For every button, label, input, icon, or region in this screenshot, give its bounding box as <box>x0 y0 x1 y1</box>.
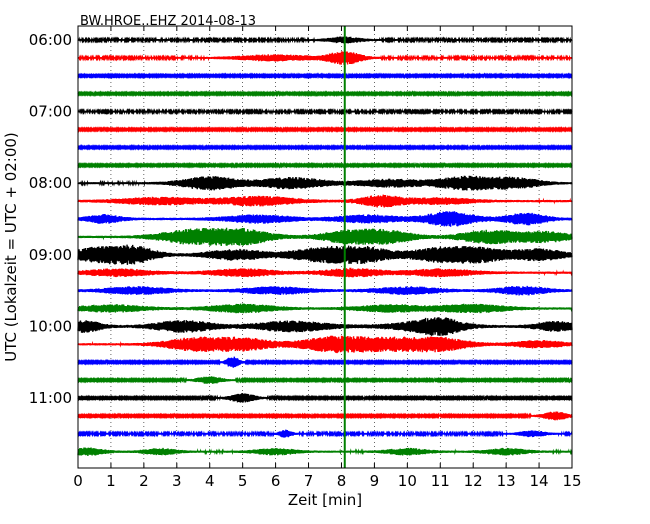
trace-row-09:00 <box>77 244 573 265</box>
trace-row-11:15 <box>77 411 573 421</box>
trace-row-06:15 <box>77 51 573 65</box>
trace-row-07:15 <box>77 126 573 134</box>
trace-row-10:15 <box>77 335 573 354</box>
trace-row-10:45 <box>77 376 573 384</box>
x-tick-label: 2 <box>139 472 149 490</box>
x-tick-label: 0 <box>73 472 83 490</box>
y-tick-label: 10:00 <box>29 317 72 335</box>
y-axis-label: UTC (Lokalzeit = UTC + 02:00) <box>2 132 20 362</box>
chart-title: BW.HROE..EHZ 2014-08-13 <box>80 14 256 29</box>
x-tick-label: 15 <box>562 472 581 490</box>
x-tick-label: 11 <box>431 472 450 490</box>
y-tick-label: 07:00 <box>29 103 72 121</box>
trace-row-10:00 <box>77 317 573 336</box>
trace-row-09:30 <box>77 285 573 296</box>
y-tick-label: 09:00 <box>29 246 72 264</box>
x-tick-label: 3 <box>172 472 182 490</box>
trace-row-07:45 <box>77 161 573 169</box>
y-tick-label: 08:00 <box>29 174 72 192</box>
x-tick-label: 10 <box>398 472 417 490</box>
x-tick-label: 13 <box>497 472 516 490</box>
x-tick-label: 7 <box>304 472 314 490</box>
x-tick-label: 8 <box>337 472 347 490</box>
x-tick-label: 12 <box>464 472 483 490</box>
x-tick-label: 6 <box>271 472 281 490</box>
x-tick-label: 1 <box>106 472 116 490</box>
x-tick-label: 9 <box>370 472 380 490</box>
trace-layer <box>77 36 573 457</box>
trace-row-11:45 <box>77 447 573 457</box>
plot-frame <box>77 25 573 469</box>
trace-row-07:30 <box>77 143 573 151</box>
x-tick-label: 4 <box>205 472 215 490</box>
trace-row-09:15 <box>77 267 573 278</box>
y-tick-label: 11:00 <box>29 389 72 407</box>
trace-row-10:30 <box>77 356 573 368</box>
y-tick-label: 06:00 <box>29 31 72 49</box>
trace-row-08:45 <box>77 227 573 247</box>
trace-row-11:30 <box>77 429 573 438</box>
trace-row-08:00 <box>77 175 573 191</box>
trace-row-06:00 <box>77 36 573 44</box>
trace-row-08:15 <box>77 194 573 208</box>
trace-row-11:00 <box>77 392 573 403</box>
x-axis: 0 1 2 3 4 5 6 7 8 9 10 11 12 13 14 15 <box>73 26 582 490</box>
trace-row-09:45 <box>77 303 573 314</box>
trace-row-08:30 <box>77 211 573 227</box>
trace-row-07:00 <box>77 107 573 116</box>
trace-row-06:45 <box>77 90 573 98</box>
x-tick-label: 5 <box>238 472 248 490</box>
y-axis: 06:00 07:00 08:00 09:00 10:00 11:00 <box>29 31 572 407</box>
x-axis-label: Zeit [min] <box>288 491 362 509</box>
x-tick-label: 14 <box>530 472 549 490</box>
trace-row-06:30 <box>77 72 573 80</box>
